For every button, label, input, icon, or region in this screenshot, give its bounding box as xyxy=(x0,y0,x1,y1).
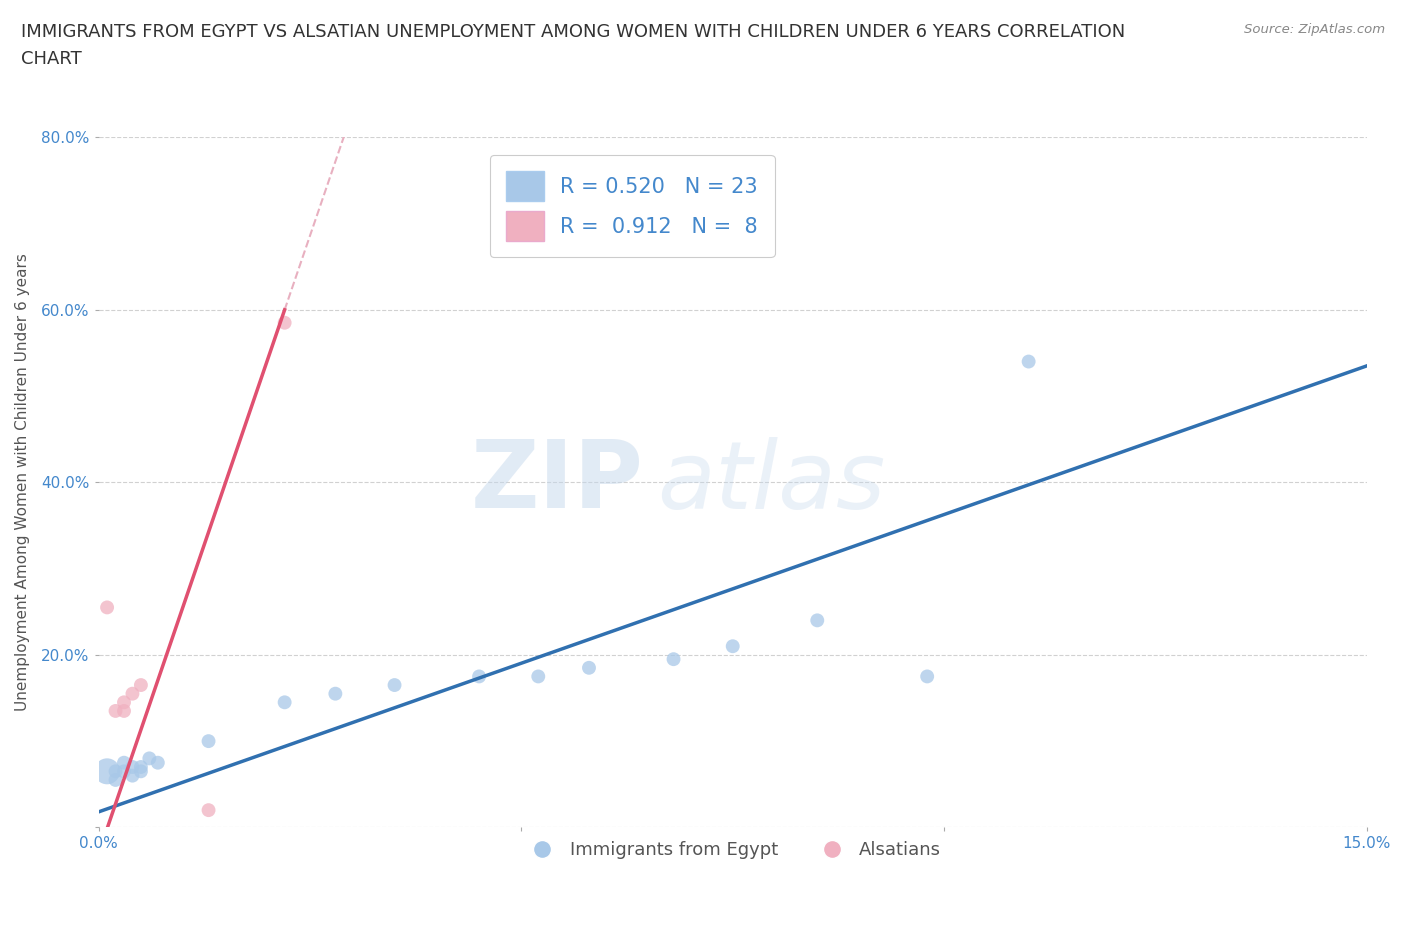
Y-axis label: Unemployment Among Women with Children Under 6 years: Unemployment Among Women with Children U… xyxy=(15,253,30,711)
Point xyxy=(112,695,135,710)
Point xyxy=(129,764,152,778)
Point xyxy=(578,660,600,675)
Point xyxy=(121,760,143,775)
Point xyxy=(104,764,127,778)
Text: Source: ZipAtlas.com: Source: ZipAtlas.com xyxy=(1244,23,1385,36)
Point xyxy=(146,755,169,770)
Point xyxy=(273,315,295,330)
Point xyxy=(197,734,219,749)
Point xyxy=(104,773,127,788)
Point xyxy=(1018,354,1040,369)
Point xyxy=(104,703,127,718)
Text: IMMIGRANTS FROM EGYPT VS ALSATIAN UNEMPLOYMENT AMONG WOMEN WITH CHILDREN UNDER 6: IMMIGRANTS FROM EGYPT VS ALSATIAN UNEMPL… xyxy=(21,23,1125,68)
Point xyxy=(197,803,219,817)
Point xyxy=(273,695,295,710)
Point xyxy=(384,678,406,693)
Point xyxy=(662,652,685,667)
Point xyxy=(96,764,118,778)
Point xyxy=(129,760,152,775)
Point xyxy=(129,678,152,693)
Text: ZIP: ZIP xyxy=(471,436,644,528)
Text: atlas: atlas xyxy=(657,437,884,528)
Legend: Immigrants from Egypt, Alsatians: Immigrants from Egypt, Alsatians xyxy=(517,834,948,867)
Point xyxy=(112,755,135,770)
Point xyxy=(325,686,347,701)
Point xyxy=(112,764,135,778)
Point xyxy=(96,600,118,615)
Point xyxy=(721,639,744,654)
Point xyxy=(527,669,550,684)
Point xyxy=(468,669,491,684)
Point xyxy=(915,669,938,684)
Point xyxy=(121,686,143,701)
Point xyxy=(138,751,160,765)
Point xyxy=(806,613,828,628)
Point xyxy=(112,703,135,718)
Point xyxy=(121,768,143,783)
